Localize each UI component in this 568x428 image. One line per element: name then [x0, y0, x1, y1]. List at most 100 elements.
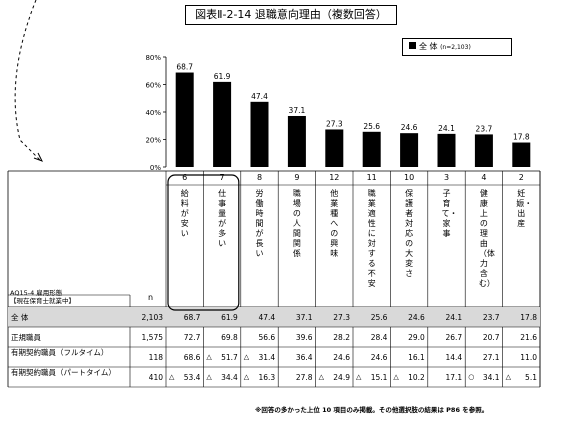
row-cell: 23.7 — [482, 313, 500, 322]
category-code: 2 — [518, 173, 524, 182]
significance-mark: △ — [318, 373, 324, 381]
y-tick-label: 40% — [145, 109, 161, 117]
significance-mark: △ — [243, 353, 250, 361]
row-cell: 24.6 — [333, 353, 350, 362]
dashed-arrow — [14, 0, 41, 161]
row-cell: 37.1 — [295, 313, 313, 322]
row-cell: 24.6 — [408, 313, 425, 322]
bar — [400, 133, 419, 167]
row-cell: 27.3 — [333, 313, 350, 322]
y-tick-label: 0% — [150, 164, 161, 172]
row-cell: 28.2 — [333, 333, 350, 342]
row-label: 有期契約職員（パートタイム） — [11, 368, 116, 377]
row-cell: 72.7 — [183, 333, 201, 342]
row-cell: 29.0 — [408, 333, 425, 342]
bar — [325, 129, 344, 167]
bar-value-label: 17.8 — [513, 133, 530, 142]
bar-value-label: 23.7 — [476, 124, 493, 133]
category-label: 給料が安い — [180, 189, 189, 238]
legend-swatch — [409, 42, 416, 49]
figure-title: 図表Ⅱ-2-14 退職意向理由（複数回答） — [185, 5, 397, 25]
significance-mark: △ — [206, 373, 212, 381]
category-label: 子育て・家事 — [441, 189, 458, 238]
category-code: 8 — [256, 173, 263, 182]
category-label: 他業種への興味 — [330, 189, 339, 258]
bar-value-label: 25.6 — [363, 122, 380, 131]
significance-mark: △ — [169, 373, 175, 381]
legend-n-note: (n=2,103) — [440, 44, 471, 51]
bar-value-label: 47.4 — [251, 92, 268, 101]
row-cell: 47.4 — [258, 313, 276, 322]
row-cell: 16.3 — [258, 373, 276, 382]
row-cell: 24.1 — [445, 313, 463, 322]
category-code: 7 — [219, 173, 225, 182]
bar-value-label: 27.3 — [326, 119, 343, 128]
y-tick-label: 80% — [145, 54, 161, 62]
row-label: 全 体 — [11, 313, 29, 322]
significance-mark: △ — [356, 373, 362, 381]
row-cell: 51.7 — [221, 353, 238, 362]
row-n: 1,575 — [141, 333, 163, 342]
row-label: 正規職員 — [11, 333, 41, 342]
bar — [287, 115, 306, 167]
table-header-question-text: AQ15-4 雇用形態 — [10, 289, 63, 297]
bar — [175, 72, 194, 167]
row-cell: 15.1 — [370, 373, 388, 382]
category-label: 仕事量が多い — [218, 189, 227, 248]
row-label: 有期契約職員（フルタイム） — [11, 348, 109, 357]
row-cell: 16.1 — [408, 353, 425, 362]
row-cell: 14.4 — [445, 353, 463, 362]
footnote: ※回答の多かった上位 10 項目のみ掲載。その他選択肢の結果は P86 を参照。 — [255, 406, 489, 414]
row-cell: 11.0 — [520, 353, 537, 362]
row-cell: 53.4 — [183, 373, 201, 382]
category-code: 11 — [366, 173, 377, 182]
bar — [250, 101, 269, 167]
table-header-n: n — [148, 293, 154, 302]
row-cell: 69.8 — [221, 333, 238, 342]
significance-mark: △ — [505, 373, 511, 381]
row-cell: 56.6 — [258, 333, 276, 342]
row-cell: 21.6 — [520, 333, 537, 342]
row-cell: 20.7 — [482, 333, 500, 342]
row-cell: 17.8 — [520, 313, 537, 322]
bar — [213, 81, 232, 167]
y-tick-label: 20% — [145, 137, 161, 145]
category-code: 4 — [481, 173, 487, 182]
row-cell: 27.1 — [482, 353, 500, 362]
bar — [437, 133, 456, 167]
category-label: 妊娠・出産 — [516, 189, 533, 228]
category-label: 職業適性に対する不安 — [367, 189, 376, 288]
row-cell: 36.4 — [295, 353, 313, 362]
row-cell: 39.6 — [295, 333, 313, 342]
y-tick-label: 60% — [145, 82, 161, 90]
bar-value-label: 24.6 — [401, 123, 418, 132]
row-cell: 28.4 — [370, 333, 388, 342]
bar-value-label: 37.1 — [289, 106, 306, 115]
total-row-shade — [8, 307, 540, 327]
row-cell: 68.7 — [183, 313, 201, 322]
significance-mark: ○ — [468, 373, 475, 381]
row-n: 2,103 — [141, 313, 163, 322]
row-cell: 24.9 — [333, 373, 350, 382]
bar-value-label: 68.7 — [176, 63, 193, 72]
row-cell: 34.4 — [221, 373, 238, 382]
row-cell: 5.1 — [525, 373, 537, 382]
category-label: 労働時間が長い — [255, 189, 264, 258]
highlight-box — [167, 174, 240, 311]
bar — [474, 134, 493, 167]
row-cell: 24.6 — [370, 353, 388, 362]
legend: 全 体 (n=2,103) — [402, 38, 512, 56]
legend-label: 全 体 — [419, 42, 438, 51]
row-cell: 10.2 — [408, 373, 425, 382]
bar-value-label: 61.9 — [214, 72, 231, 81]
category-code: 6 — [182, 173, 188, 182]
bar — [512, 142, 531, 167]
category-label: 職場の人間関係 — [292, 189, 301, 258]
row-cell: 68.6 — [183, 353, 201, 362]
table-header-sub: 【現在保育士就業中】 — [10, 297, 75, 305]
significance-mark: △ — [206, 353, 212, 361]
category-label: 健康上の理由（体力含む） — [478, 189, 495, 288]
row-cell: 61.9 — [221, 313, 238, 322]
row-cell: 27.8 — [295, 373, 313, 382]
row-cell: 17.1 — [445, 373, 463, 382]
